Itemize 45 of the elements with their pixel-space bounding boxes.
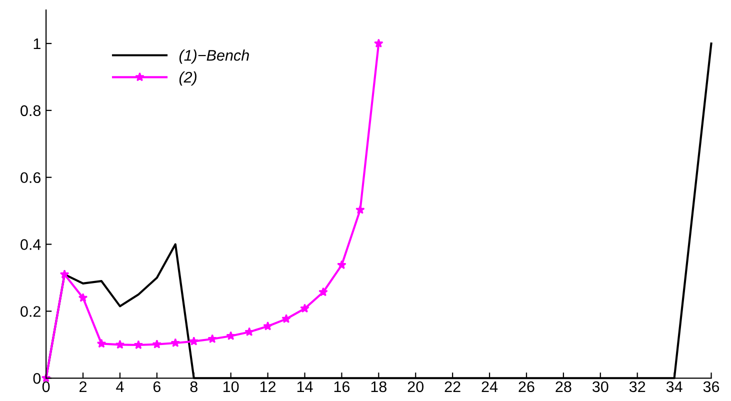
x-tick-label: 32 (629, 381, 646, 392)
point (337, 260, 346, 270)
x-tick-label: 18 (371, 381, 386, 392)
point (318, 287, 328, 296)
y-tick-label: 0 (33, 373, 41, 384)
x-tick-label: 22 (444, 381, 460, 392)
point (170, 338, 180, 348)
point (300, 304, 310, 313)
x-tick-label: 26 (518, 381, 534, 392)
point (282, 314, 291, 323)
x-tick-label: 2 (80, 381, 86, 392)
x-tick-label: 10 (224, 381, 239, 392)
y-tick-label: 0.8 (20, 105, 41, 116)
y-tick-label: 1 (34, 38, 40, 50)
legend-label: (2) (179, 71, 196, 86)
x-tick-label: 14 (297, 381, 313, 392)
point (152, 339, 162, 348)
point (189, 336, 199, 346)
legend-label: (1)−Bench (179, 50, 249, 64)
x-tick-label: 28 (556, 381, 572, 392)
point (374, 38, 384, 48)
x-tick-label: 4 (116, 381, 124, 392)
y-tick-label: 0.2 (20, 306, 40, 317)
y-tick-label: 0.4 (20, 239, 41, 250)
point (96, 338, 106, 348)
x-tick-label: 6 (153, 381, 160, 392)
x-tick-label: 16 (334, 381, 350, 392)
x-tick-label: 0 (42, 381, 50, 392)
point (263, 321, 272, 330)
point (244, 327, 254, 336)
point (60, 270, 70, 278)
x-tick-label: 30 (592, 381, 608, 392)
x-tick-label: 24 (482, 381, 498, 392)
point (78, 292, 88, 302)
point (134, 340, 144, 350)
x-tick-label: 34 (666, 381, 682, 392)
y-tick-label: 0.6 (20, 172, 41, 184)
x-tick-label: 36 (703, 381, 720, 392)
point (208, 334, 218, 344)
point (356, 204, 365, 214)
x-tick-label: 20 (408, 381, 424, 392)
point (115, 340, 125, 349)
x-tick-label: 12 (260, 381, 276, 392)
point (226, 331, 236, 340)
x-tick-label: 8 (190, 381, 198, 392)
